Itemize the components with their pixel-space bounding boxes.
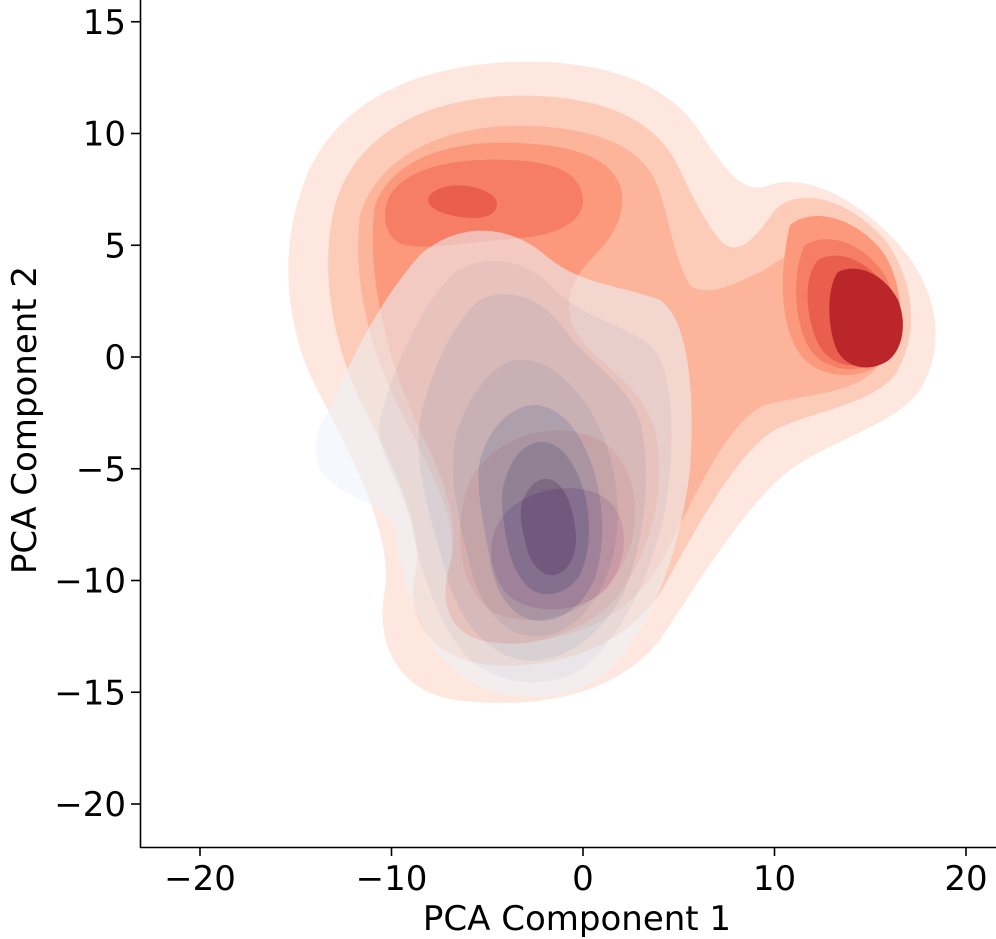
x-tick-label: −10 bbox=[356, 859, 428, 899]
y-axis-label: PCA Component 2 bbox=[5, 266, 45, 574]
x-tick-label: 10 bbox=[753, 859, 796, 899]
x-tick-label: 0 bbox=[572, 859, 594, 899]
y-tick-label: −15 bbox=[54, 673, 126, 713]
y-ticks: −20 −15 −10 −5 0 5 10 15 bbox=[54, 3, 140, 825]
plot-area bbox=[288, 61, 936, 703]
reds-level-7 bbox=[829, 268, 903, 368]
y-tick-label: 10 bbox=[83, 115, 126, 155]
blues-density bbox=[315, 230, 692, 697]
x-tick-label: −20 bbox=[164, 859, 236, 899]
x-tick-label: 20 bbox=[944, 859, 987, 899]
blues-level-7 bbox=[520, 478, 577, 576]
y-tick-label: −5 bbox=[76, 450, 126, 490]
y-tick-label: 0 bbox=[104, 338, 126, 378]
y-tick-label: 5 bbox=[104, 226, 126, 266]
y-tick-label: 15 bbox=[83, 3, 126, 43]
y-tick-label: −20 bbox=[54, 785, 126, 825]
x-ticks: −20 −10 0 10 20 bbox=[164, 847, 988, 899]
y-tick-label: −10 bbox=[54, 562, 126, 602]
x-axis-label: PCA Component 1 bbox=[423, 899, 731, 939]
reds-level-6 bbox=[428, 185, 497, 218]
